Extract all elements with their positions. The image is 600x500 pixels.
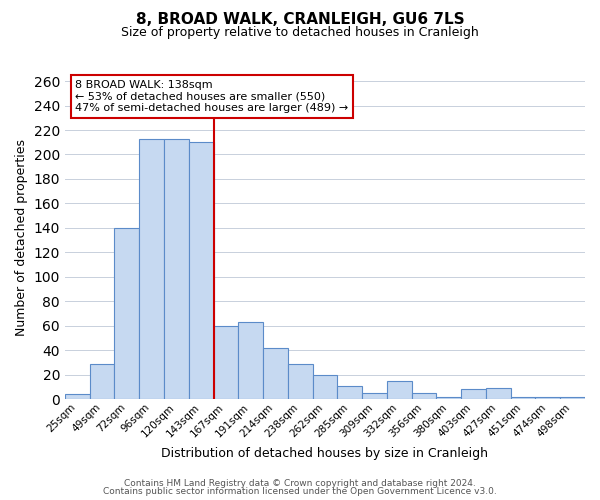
Bar (313, 374, 337, 399)
Bar (115, 228, 139, 399)
Bar (139, 138, 164, 399)
Bar (164, 138, 189, 399)
Bar (263, 348, 288, 399)
Bar (436, 396, 461, 399)
Bar (535, 396, 560, 399)
X-axis label: Distribution of detached houses by size in Cranleigh: Distribution of detached houses by size … (161, 447, 488, 460)
Bar (189, 142, 214, 399)
Bar (387, 380, 412, 399)
Bar (288, 364, 313, 399)
Bar (362, 393, 387, 399)
Bar (511, 396, 535, 399)
Bar (238, 322, 263, 399)
Bar (461, 389, 486, 399)
Text: 8, BROAD WALK, CRANLEIGH, GU6 7LS: 8, BROAD WALK, CRANLEIGH, GU6 7LS (136, 12, 464, 28)
Text: Size of property relative to detached houses in Cranleigh: Size of property relative to detached ho… (121, 26, 479, 39)
Bar (486, 388, 511, 399)
Text: Contains public sector information licensed under the Open Government Licence v3: Contains public sector information licen… (103, 487, 497, 496)
Bar (337, 386, 362, 399)
Text: Contains HM Land Registry data © Crown copyright and database right 2024.: Contains HM Land Registry data © Crown c… (124, 478, 476, 488)
Y-axis label: Number of detached properties: Number of detached properties (15, 138, 28, 336)
Bar (560, 396, 585, 399)
Bar (214, 326, 238, 399)
Bar (412, 393, 436, 399)
Text: 8 BROAD WALK: 138sqm
← 53% of detached houses are smaller (550)
47% of semi-deta: 8 BROAD WALK: 138sqm ← 53% of detached h… (76, 80, 349, 113)
Bar (89, 364, 115, 399)
Bar (65, 394, 89, 399)
